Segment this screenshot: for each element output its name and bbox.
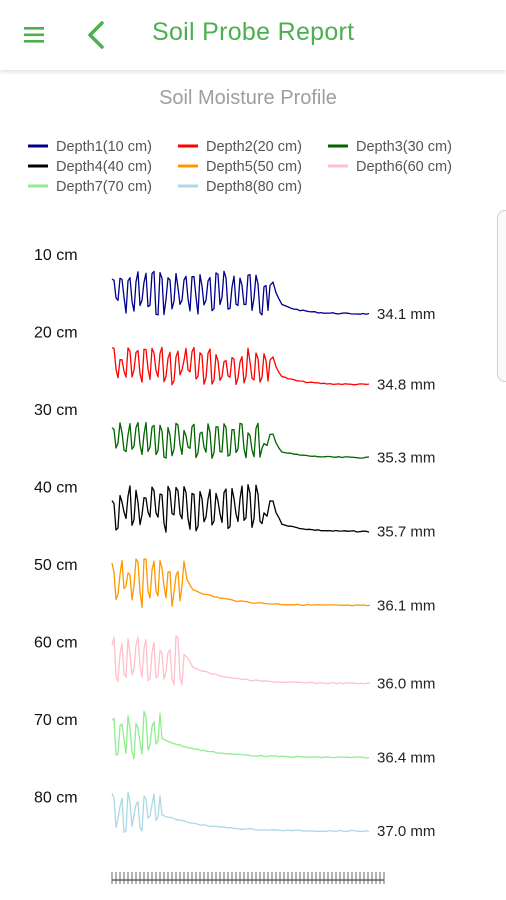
- legend-label: Depth2(20 cm): [206, 139, 302, 155]
- page-title: Soil Probe Report: [152, 18, 355, 46]
- series-end-label: 35.7 mm: [377, 524, 435, 541]
- legend-label: Depth5(50 cm): [206, 159, 302, 175]
- series-line: [111, 558, 371, 608]
- series-line: [111, 346, 370, 386]
- y-tick-label: 30 cm: [34, 402, 78, 419]
- legend-label: Depth1(10 cm): [56, 139, 152, 155]
- chevron-left-icon[interactable]: [80, 18, 112, 52]
- series-end-label: 36.4 mm: [377, 750, 435, 767]
- series-end-label: 36.0 mm: [377, 676, 435, 693]
- series-end-label: 34.1 mm: [377, 306, 435, 323]
- series-line: [111, 791, 370, 833]
- series-end-label: 37.0 mm: [377, 823, 435, 840]
- y-tick-label: 80 cm: [34, 790, 78, 807]
- legend-label: Depth6(60 cm): [356, 159, 452, 175]
- legend-label: Depth3(30 cm): [356, 139, 452, 155]
- y-tick-label: 10 cm: [34, 247, 78, 264]
- series-line: [111, 710, 370, 760]
- y-tick-label: 50 cm: [34, 557, 78, 574]
- y-tick-label: 70 cm: [34, 712, 78, 729]
- y-tick-label: 40 cm: [34, 480, 78, 497]
- soil-moisture-chart: Soil Moisture Profile Depth1(10 cm) Depth2…: [28, 87, 452, 884]
- series-end-label: 36.1 mm: [377, 598, 435, 615]
- series-line: [111, 484, 370, 533]
- y-tick-label: 20 cm: [34, 325, 78, 342]
- series-end-label: 35.3 mm: [377, 450, 435, 467]
- series-line: [111, 270, 370, 316]
- side-drawer-handle[interactable]: [497, 210, 506, 382]
- series-end-label: 34.8 mm: [377, 377, 435, 394]
- series-line: [111, 635, 370, 686]
- series-line: [111, 421, 370, 459]
- hamburger-menu-icon[interactable]: [18, 20, 50, 50]
- y-tick-label: 60 cm: [34, 635, 78, 652]
- legend-label: Depth4(40 cm): [56, 159, 152, 175]
- legend-label: Depth8(80 cm): [206, 179, 302, 195]
- app-bar: Soil Probe Report: [0, 0, 506, 70]
- chart-title: Soil Moisture Profile: [159, 87, 337, 109]
- legend-label: Depth7(70 cm): [56, 179, 152, 195]
